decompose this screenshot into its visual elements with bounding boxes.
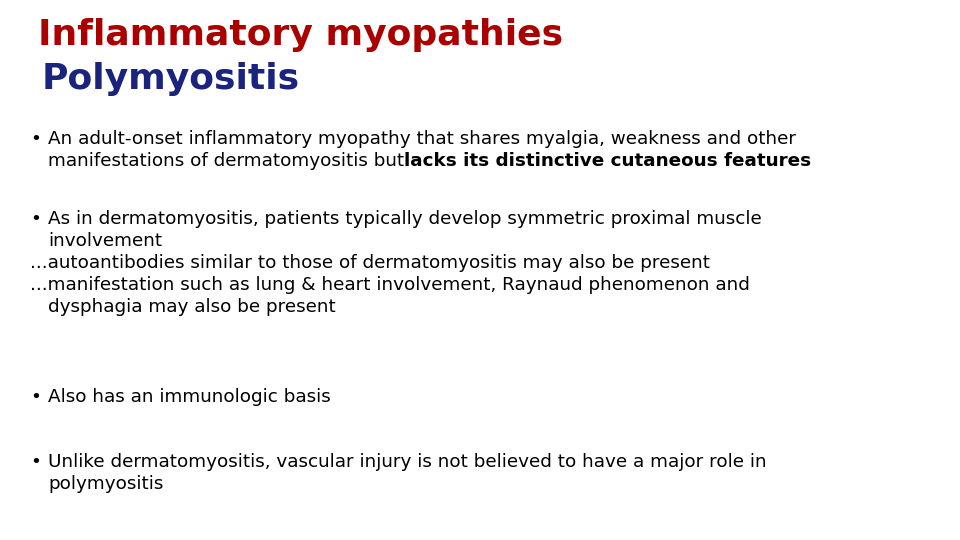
Text: An adult-onset inflammatory myopathy that shares myalgia, weakness and other: An adult-onset inflammatory myopathy tha… bbox=[48, 130, 796, 148]
Text: Polymyositis: Polymyositis bbox=[42, 62, 300, 96]
Text: Unlike dermatomyositis, vascular injury is not believed to have a major role in: Unlike dermatomyositis, vascular injury … bbox=[48, 453, 767, 471]
Text: •: • bbox=[30, 130, 41, 148]
Text: Also has an immunologic basis: Also has an immunologic basis bbox=[48, 388, 331, 406]
Text: lacks its distinctive cutaneous features: lacks its distinctive cutaneous features bbox=[404, 152, 811, 170]
Text: involvement: involvement bbox=[48, 232, 162, 250]
Text: Inflammatory myopathies: Inflammatory myopathies bbox=[38, 18, 564, 52]
Text: •: • bbox=[30, 453, 41, 471]
Text: •: • bbox=[30, 388, 41, 406]
Text: •: • bbox=[30, 210, 41, 228]
Text: manifestations of dermatomyositis but: manifestations of dermatomyositis but bbox=[48, 152, 410, 170]
Text: As in dermatomyositis, patients typically develop symmetric proximal muscle: As in dermatomyositis, patients typicall… bbox=[48, 210, 761, 228]
Text: ...manifestation such as lung & heart involvement, Raynaud phenomenon and: ...manifestation such as lung & heart in… bbox=[30, 276, 750, 294]
Text: dysphagia may also be present: dysphagia may also be present bbox=[48, 298, 336, 316]
Text: ...autoantibodies similar to those of dermatomyositis may also be present: ...autoantibodies similar to those of de… bbox=[30, 254, 710, 272]
Text: polymyositis: polymyositis bbox=[48, 475, 163, 493]
